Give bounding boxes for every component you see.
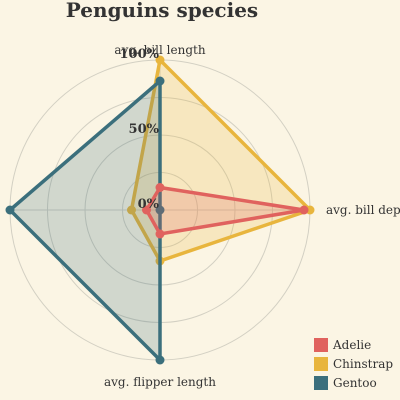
data-point-gentoo-avg-bill-depth [155,205,165,215]
series-gentoo [5,76,165,365]
series-adelie [142,183,309,239]
data-point-adelie-avg-bill-depth [299,205,309,215]
axis-label-avg-bill-length: avg. bill length [114,43,205,57]
tick-label: 50% [129,122,160,137]
data-point-chinstrap-avg-bill-length [155,55,165,65]
legend-item-gentoo[interactable]: Gentoo [314,376,377,390]
legend-item-chinstrap[interactable]: Chinstrap [314,357,393,371]
data-point-adelie-avg-flipper-length [155,229,165,239]
legend-label: Gentoo [333,376,377,390]
data-point-gentoo-avg-bill-length [155,76,165,86]
tick-label: 0% [138,197,160,212]
chart-title: Penguins species [66,0,258,22]
data-point-adelie-avg-bill-length [155,183,165,192]
legend-item-adelie[interactable]: Adelie [314,338,371,352]
axis-label-avg-flipper-length: avg. flipper length [104,375,216,389]
legend-swatch [314,338,328,352]
legend-label: Chinstrap [333,357,393,371]
radial-ticks: 0% 50% 100% [120,47,160,212]
legend-swatch [314,357,328,371]
chart-series [5,55,315,365]
data-point-gentoo-avg-flipper-length [155,355,165,365]
legend-label: Adelie [332,338,371,352]
data-point-chinstrap-avg-body-mass [127,205,136,215]
data-point-adelie-avg-body-mass [142,205,151,215]
chart-legend: Adelie Chinstrap Gentoo [314,338,393,390]
legend-swatch [314,376,328,390]
axis-labels: avg. bill length avg. bill depth avg. flip… [104,43,400,389]
data-point-gentoo-avg-body-mass [5,205,15,215]
tick-label: 100% [120,47,160,62]
axis-label-avg-bill-depth: avg. bill depth [326,203,400,217]
